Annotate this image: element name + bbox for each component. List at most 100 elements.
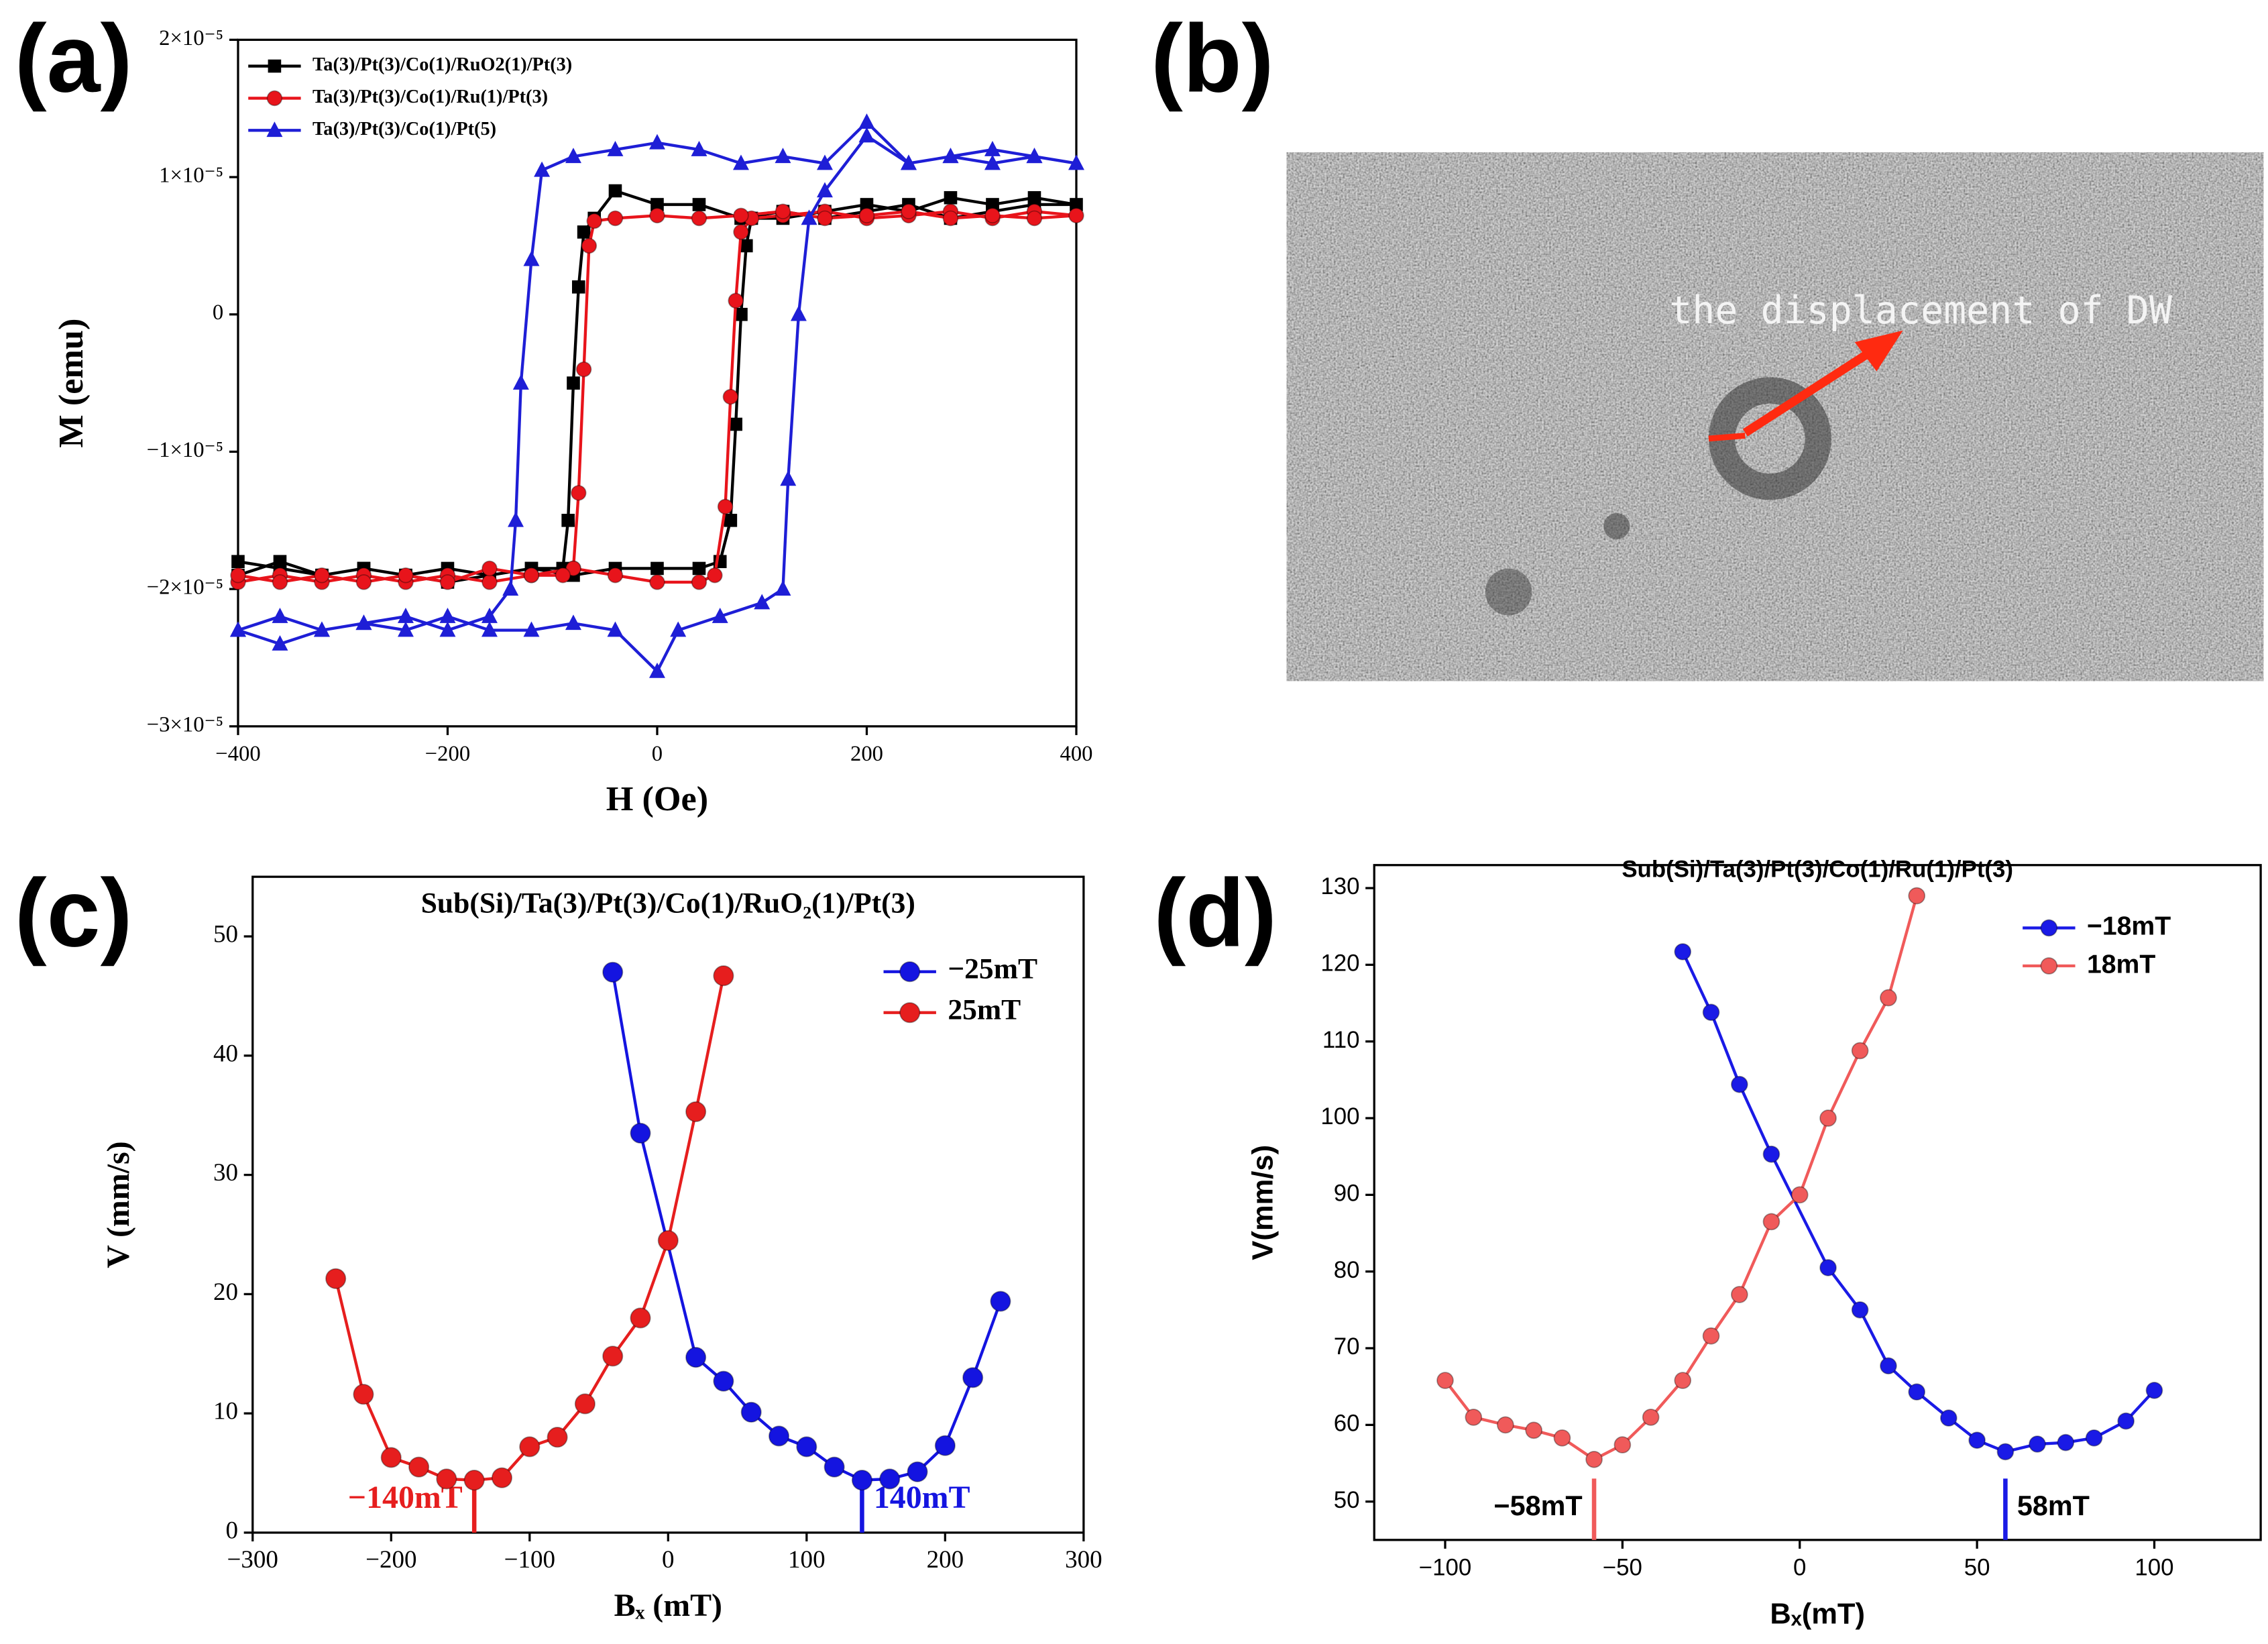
arrow-head: [1854, 330, 1903, 372]
marker: [408, 1456, 430, 1478]
marker: [901, 203, 917, 219]
x-axis-title: H (Oe): [606, 779, 708, 818]
marker: [534, 161, 551, 177]
legend-marker: [2040, 919, 2058, 937]
marker: [463, 1470, 485, 1491]
plot-frame: [1373, 864, 2262, 1541]
x-axis-title: Bₓ(mT): [1770, 1598, 1865, 1631]
marker: [1762, 1213, 1780, 1231]
marker: [1908, 1383, 1926, 1401]
y-axis-title: M (emu): [52, 319, 91, 448]
marker: [650, 561, 664, 576]
marker: [575, 361, 592, 378]
x-tick-label: 300: [1065, 1546, 1102, 1574]
marker: [816, 154, 833, 170]
marker: [630, 1307, 651, 1329]
marker: [692, 561, 706, 576]
marker: [712, 608, 728, 623]
marker: [439, 608, 456, 623]
marker: [942, 148, 959, 164]
marker: [754, 594, 771, 610]
marker: [481, 621, 498, 637]
panel-label: (b): [1151, 5, 1274, 112]
marker: [607, 210, 624, 227]
y-tick-label: −1×10⁻⁵: [147, 438, 223, 462]
marker: [1585, 1450, 1603, 1468]
image-annotation: the displacement of DW: [1669, 288, 2173, 333]
marker: [607, 567, 624, 584]
y-tick-label: 100: [1320, 1103, 1359, 1130]
marker: [1730, 1075, 1748, 1093]
y-tick-label: 10: [213, 1398, 238, 1425]
x-tick-label: 0: [652, 742, 663, 766]
marker: [790, 305, 807, 321]
legend-label: Ta(3)/Pt(3)/Co(1)/RuO2(1)/Pt(3): [313, 54, 572, 75]
x-tick-label: −100: [504, 1546, 555, 1574]
x-tick-label: −50: [1603, 1555, 1642, 1581]
legend-label: −25mT: [948, 953, 1037, 985]
marker: [1026, 210, 1043, 227]
marker: [648, 662, 665, 678]
marker: [398, 567, 414, 584]
marker: [984, 141, 1001, 156]
marker: [1026, 148, 1043, 164]
marker: [2029, 1435, 2046, 1453]
marker: [657, 1229, 679, 1251]
marker: [1070, 198, 1083, 211]
marker: [775, 580, 791, 596]
marker: [1525, 1421, 1543, 1439]
marker: [586, 213, 602, 229]
marker: [685, 1347, 707, 1368]
marker: [574, 1393, 596, 1415]
marker: [397, 621, 414, 637]
marker: [1642, 1409, 1660, 1426]
legend-label: 25mT: [948, 994, 1021, 1026]
arrow-shaft: [1742, 344, 1879, 437]
marker: [1819, 1259, 1837, 1276]
marker: [397, 608, 414, 623]
marker: [1762, 1145, 1780, 1163]
y-tick-label: 70: [1334, 1333, 1360, 1360]
marker: [502, 580, 519, 596]
marker: [649, 574, 665, 590]
marker: [670, 621, 687, 637]
panel: (a) −400 −200 0 200 400 −3×10⁻⁵ −2×10⁻⁵ −1×10⁻⁵ 0…: [15, 5, 1093, 818]
marker: [962, 1367, 984, 1388]
marker: [353, 1384, 374, 1405]
marker: [481, 560, 498, 577]
marker: [630, 1122, 651, 1144]
marker: [2085, 1429, 2103, 1447]
x-tick-label: 100: [2135, 1555, 2173, 1581]
marker: [1497, 1416, 1514, 1434]
marker: [879, 1468, 901, 1490]
marker: [602, 961, 624, 983]
marker: [780, 470, 797, 486]
legend-marker: [268, 59, 282, 73]
marker: [740, 1401, 762, 1423]
marker: [439, 621, 456, 637]
marker: [313, 621, 330, 637]
marker: [608, 184, 622, 198]
marker: [481, 608, 498, 623]
x-tick-label: −200: [365, 1546, 416, 1574]
marker: [775, 148, 791, 164]
marker: [858, 207, 875, 224]
marker: [1880, 1357, 1897, 1375]
x-tick-label: 0: [662, 1546, 675, 1574]
marker: [733, 207, 749, 224]
marker: [555, 567, 571, 584]
marker: [724, 514, 738, 527]
x-tick-label: −400: [215, 742, 260, 766]
marker: [565, 560, 581, 577]
marker: [491, 1467, 513, 1488]
legend-marker: [266, 121, 283, 138]
marker: [2117, 1412, 2135, 1430]
marker: [901, 154, 917, 170]
x-tick-label: −100: [1419, 1555, 1471, 1581]
marker: [439, 574, 456, 590]
marker: [824, 1456, 845, 1478]
marker: [1791, 1186, 1809, 1204]
x-tick-label: 0: [1793, 1555, 1806, 1581]
marker: [692, 198, 706, 211]
